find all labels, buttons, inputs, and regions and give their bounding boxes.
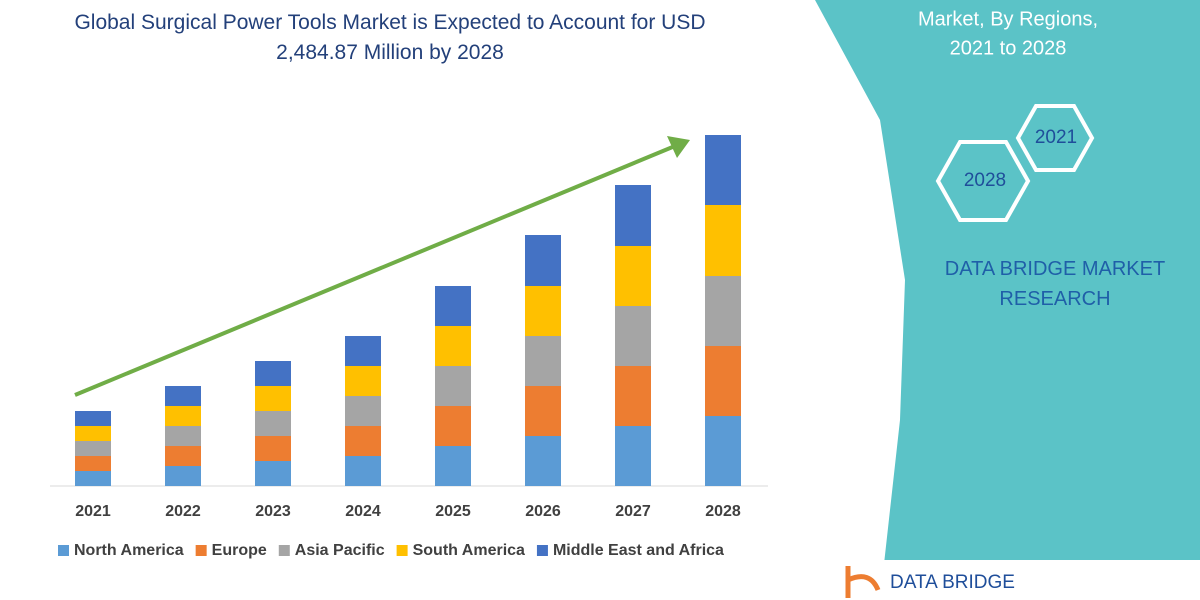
panel-heading: Market, By Regions, [918,8,1098,30]
bar-segment [345,366,381,396]
company-name: DATA BRIDGE MARKET RESEARCH [944,258,1166,310]
bar-segment [615,246,651,306]
bar-segment [165,466,201,486]
bar-segment [75,411,111,426]
bar-segment [525,235,561,286]
panel-heading: 2021 to 2028 [950,37,1067,59]
hexagon [935,140,1031,222]
hexagon [1015,104,1095,172]
legend-label: North America [74,542,184,559]
bar-segment [255,461,291,486]
bar-segment [75,456,111,471]
bar-segment [435,406,471,446]
chart-title: Global Surgical Power Tools Market is Ex… [74,11,706,64]
bar-segment [525,336,561,386]
bar-segment [615,185,651,246]
x-tick-label: 2022 [165,503,201,520]
bar-segment [705,346,741,416]
hexagon-label: 2021 [1035,127,1077,148]
logo-bg [830,560,1200,600]
bar-segment [165,406,201,426]
trend-arrow [74,144,676,397]
bar-segment [345,336,381,366]
bar-segment [345,456,381,486]
x-tick-label: 2026 [525,503,561,520]
bar-segment [75,426,111,441]
bar-segment [435,326,471,366]
hexagon-label: 2028 [964,170,1006,191]
arrow-head [667,136,690,158]
bar-segment [435,366,471,406]
logo-text: DATA BRIDGE [890,572,1015,593]
legend-label: Asia Pacific [295,542,385,559]
x-tick-label: 2027 [615,503,651,520]
bar-segment [615,366,651,426]
bar-segment [705,135,741,205]
x-tick-label: 2025 [435,503,471,520]
bar-segment [255,361,291,386]
bar-segment [435,446,471,486]
legend-label: South America [413,542,525,559]
bar-segment [705,416,741,486]
bar-segment [615,426,651,486]
x-tick-label: 2024 [345,503,381,520]
x-tick-label: 2021 [75,503,111,520]
bar-segment [165,386,201,406]
bar-segment [345,426,381,456]
logo-icon [845,566,881,598]
x-tick-label: 2023 [255,503,291,520]
bar-segment [255,386,291,411]
legend-swatch [536,545,548,556]
legend-label: Europe [212,542,267,559]
bar-segment [705,276,741,346]
bar-segment [75,471,111,486]
legend-swatch [195,545,207,556]
bar-segment [255,436,291,461]
legend-swatch [396,545,408,556]
bar-segment [255,411,291,436]
bar-segment [705,205,741,276]
bar-segment [75,441,111,456]
legend-swatch [278,545,290,556]
x-tick-label: 2028 [705,503,741,520]
bar-segment [525,286,561,336]
bar-segment [345,396,381,426]
bar-segment [525,436,561,486]
side-panel [815,0,1200,600]
bar-segment [165,446,201,466]
bar-segment [435,286,471,326]
legend-swatch [58,545,69,556]
bar-segment [525,386,561,436]
bar-segment [615,306,651,366]
legend-label: Middle East and Africa [553,542,724,559]
bar-segment [165,426,201,446]
